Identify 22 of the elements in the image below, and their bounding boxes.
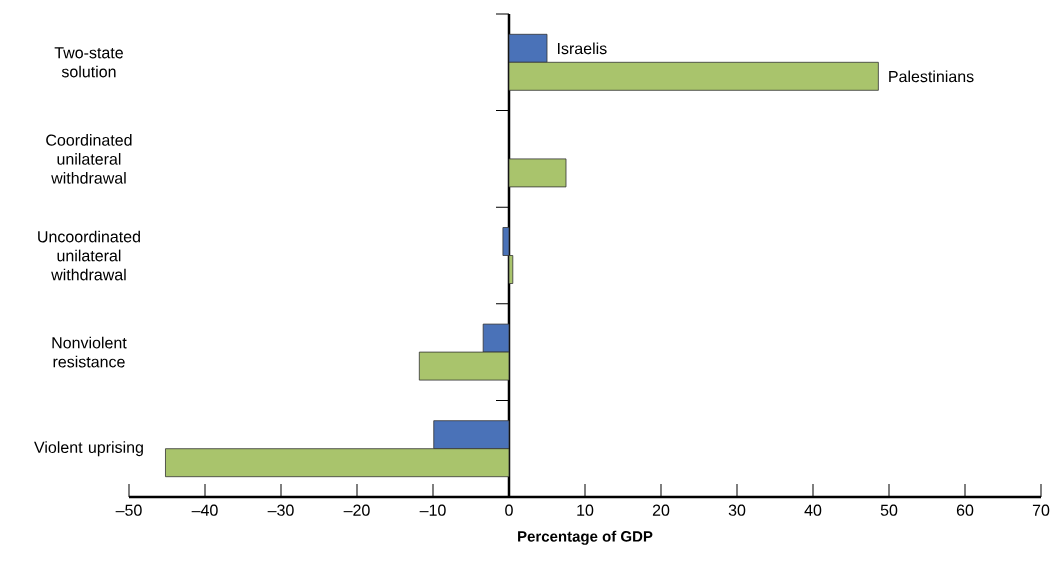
- x-tick-label: –20: [343, 504, 370, 516]
- y-tick-label: Uncoordinated unilateral withdrawal: [38, 230, 140, 281]
- x-tick-label: 60: [956, 504, 974, 516]
- series-label: Israelis: [558, 42, 607, 55]
- y-tick-label: Coordinated unilateral withdrawal: [46, 134, 132, 184]
- x-tick-label: –40: [191, 504, 218, 516]
- x-tick-label: 70: [1032, 504, 1050, 516]
- x-tick-label: 30: [728, 504, 746, 516]
- x-tick-label: –30: [267, 504, 294, 516]
- x-tick-label: 50: [880, 504, 898, 516]
- x-axis-title: Percentage of GDP: [518, 530, 653, 545]
- bar: [508, 158, 567, 188]
- y-tick-label: Two-state solution: [54, 47, 123, 78]
- x-tick-label: –50: [115, 504, 142, 516]
- series-label: Palestinians: [889, 70, 974, 83]
- y-tick-label: Violent uprising: [34, 441, 143, 457]
- x-tick-label: 20: [652, 504, 670, 516]
- x-tick-label: 0: [505, 504, 513, 516]
- x-tick-label: 10: [577, 504, 594, 516]
- x-tick-label: 40: [804, 504, 822, 516]
- y-tick-label: Nonviolent resistance: [52, 336, 127, 368]
- x-tick-label: –10: [419, 504, 446, 516]
